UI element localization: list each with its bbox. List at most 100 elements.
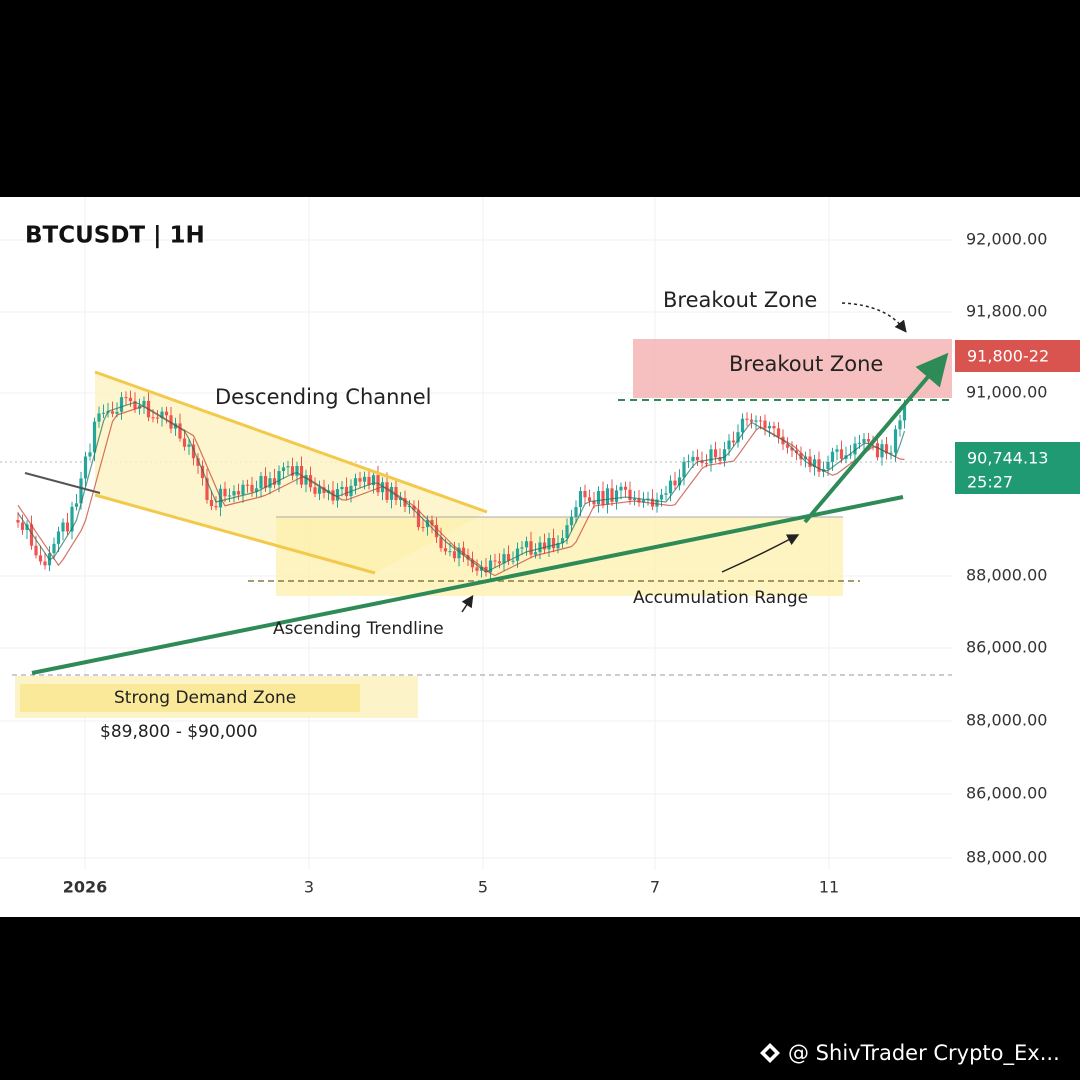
candle-body xyxy=(596,490,601,505)
candle-body xyxy=(659,494,664,500)
last-price: 90,744.13 xyxy=(967,449,1048,468)
candle-body xyxy=(448,551,452,553)
candle-body xyxy=(857,442,862,444)
x-tick-label: 5 xyxy=(478,878,488,897)
candle-body xyxy=(655,499,659,507)
candle-body xyxy=(61,522,65,532)
annotation: Breakout Zone xyxy=(663,288,817,312)
candle-body xyxy=(740,418,745,433)
y-tick-label: 91,000.00 xyxy=(966,383,1047,402)
candle-body xyxy=(605,488,610,505)
candle-body xyxy=(533,552,538,555)
channel-bottom xyxy=(94,493,376,575)
candle-body xyxy=(259,476,263,489)
candle-body xyxy=(182,438,187,447)
candle-body xyxy=(704,463,709,465)
candle-body xyxy=(520,547,524,549)
candle-body xyxy=(97,413,101,422)
candle-body xyxy=(862,439,866,443)
breakout-tag-text: 91,800-22 xyxy=(967,347,1049,366)
candle-body xyxy=(668,480,673,494)
candle-body xyxy=(736,432,740,443)
candle-body xyxy=(317,487,322,494)
y-tick-label: 86,000.00 xyxy=(966,784,1047,803)
candle-body xyxy=(380,482,385,493)
candle-body xyxy=(101,412,106,414)
candle-body xyxy=(434,524,439,538)
candle-body xyxy=(623,486,628,490)
moving-average xyxy=(17,405,905,577)
candle-body xyxy=(385,482,389,500)
candle-body xyxy=(587,497,592,501)
candle-body xyxy=(16,520,20,523)
x-tick-label: 2026 xyxy=(63,878,108,897)
candle-body xyxy=(272,478,277,485)
candle-body xyxy=(74,503,79,507)
candle-body xyxy=(628,489,632,501)
accumulation-zone xyxy=(276,517,843,596)
candle-body xyxy=(65,522,70,532)
candle-body xyxy=(52,543,56,554)
candle-body xyxy=(398,498,403,501)
candle-body xyxy=(412,505,416,511)
candle-body xyxy=(763,420,767,429)
candle-body xyxy=(538,542,542,553)
candle-body xyxy=(565,525,569,538)
candle-body xyxy=(286,466,290,468)
candle-body xyxy=(263,476,268,488)
candle-body xyxy=(758,420,763,422)
candle-body xyxy=(853,443,857,455)
candle-body xyxy=(556,543,560,549)
candle-body xyxy=(695,456,700,461)
candle-body xyxy=(223,488,227,497)
candle-body xyxy=(524,541,529,548)
candle-body xyxy=(389,486,394,500)
watermark-icon xyxy=(760,1043,780,1063)
candle-body xyxy=(718,457,722,461)
candle-body xyxy=(506,554,511,561)
candle-body xyxy=(358,478,362,482)
candle-body xyxy=(560,537,565,544)
candle-body xyxy=(727,440,731,450)
candle-body xyxy=(700,460,704,464)
annotation: Accumulation Range xyxy=(633,588,808,608)
x-tick-label: 7 xyxy=(650,878,660,897)
candle-body xyxy=(632,498,637,501)
candle-body xyxy=(443,548,448,552)
candle-body xyxy=(475,567,479,571)
candle-body xyxy=(709,449,713,464)
candle-body xyxy=(776,428,781,437)
candle-body xyxy=(592,500,596,505)
candle-body xyxy=(889,452,893,454)
candle-body xyxy=(241,484,245,495)
candle-body xyxy=(344,486,349,497)
candle-body xyxy=(826,461,830,470)
candle-body xyxy=(785,444,790,448)
candle-body xyxy=(353,478,358,486)
candle-body xyxy=(893,429,898,453)
candle-body xyxy=(677,477,682,486)
candle-body xyxy=(421,527,425,529)
candle-body xyxy=(691,456,695,462)
candle-body xyxy=(713,449,718,458)
candle-body xyxy=(574,507,578,517)
candles xyxy=(16,390,907,580)
candle-body xyxy=(614,490,619,502)
candle-body xyxy=(187,444,191,447)
candle-body xyxy=(902,404,907,421)
candle-body xyxy=(214,506,218,508)
countdown: 25:27 xyxy=(967,473,1013,492)
trend-line xyxy=(24,472,101,494)
candle-body xyxy=(209,499,214,507)
demand-label-bg xyxy=(20,684,360,712)
candle-body xyxy=(686,461,691,463)
candle-body xyxy=(124,397,128,399)
candle-body xyxy=(488,560,493,573)
candle-body xyxy=(610,488,614,502)
x-tick-label: 3 xyxy=(304,878,314,897)
breakout-tag xyxy=(955,340,1080,372)
moving-average xyxy=(17,401,906,573)
candle-body xyxy=(817,459,821,472)
